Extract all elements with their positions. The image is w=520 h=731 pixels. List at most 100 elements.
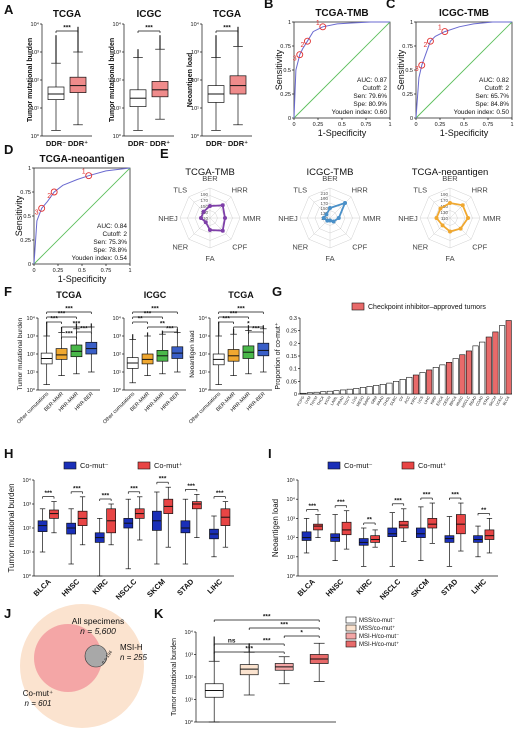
roc-cutoff-label: 3: [35, 209, 39, 216]
grouped-box-legend-swatch: [137, 461, 151, 470]
radar-point: [460, 203, 465, 208]
panel-k-legend-swatch: [345, 632, 357, 640]
radar-title: ICGC-TMB: [307, 167, 354, 178]
roc-cutoff-label: 3: [293, 56, 297, 63]
panel-a-axis-ytick-label: 10²: [31, 78, 39, 84]
roc-diagonal: [33, 167, 131, 265]
grouped-box-xtick-label: SKCM: [145, 577, 167, 599]
panel-g-bar: [499, 325, 506, 395]
grouped-box-box: [387, 527, 398, 537]
panel-f-box-outliers: [176, 328, 178, 333]
panel-g-ytick-label: 0.1: [289, 367, 297, 373]
roc-ytick-label: 0: [288, 116, 291, 122]
panel-f-axis-ytick-label: 10¹: [27, 370, 35, 376]
roc-cutoff-label: 1: [82, 169, 86, 176]
panel-f-axis-ytick-label: 10¹: [113, 370, 121, 376]
roc-cutoff-label: 3: [415, 66, 419, 73]
roc-xtick-label: 0: [32, 268, 35, 274]
panel-f-box-outliers: [90, 323, 92, 327]
roc-title: TCGA-TMB: [315, 8, 368, 19]
roc-ytick-label: 0.5: [405, 68, 413, 74]
roc-xtick-label: 0.75: [361, 122, 372, 128]
roc-annotation: AUC: 0.87: [357, 77, 387, 84]
radar-point: [201, 209, 206, 214]
panel-a-sig: ***: [145, 25, 153, 32]
panel-letter-I: I: [268, 446, 272, 461]
grouped-box-box: [66, 522, 76, 535]
panel-g-legend-label: Checkpoint inhibitor–approved tumors: [368, 304, 486, 311]
grouped-box-axis-ytick-label: 10³: [23, 502, 31, 508]
panel-k-axis-ytick-label: 10²: [185, 675, 193, 681]
roc-cutoff-point: [303, 37, 311, 45]
grouped-box-axis-ytick-label: 10³: [287, 516, 295, 522]
panel-g-legend-swatch: [351, 302, 365, 311]
panel-f-axis-ytick-label: 10³: [27, 334, 35, 340]
roc-xtick-label: 0.5: [460, 122, 468, 128]
panel-letter-J: J: [4, 606, 11, 621]
radar-point: [434, 216, 439, 220]
grouped-box-axis-ytick-label: 10⁴: [287, 496, 296, 503]
panel-g-bar: [399, 379, 406, 395]
panel-a-box-box: [151, 81, 169, 98]
panel-a-ylabel: Tumor mutational burden: [109, 38, 116, 122]
radar-point: [331, 219, 336, 224]
panel-g-xtick-label: SKCM: [488, 396, 497, 408]
grouped-box-box: [180, 520, 191, 534]
panel-f-sig: ***: [73, 321, 81, 328]
grouped-box-sig: ***: [44, 490, 52, 497]
panel-k-axis-ytick-label: 10⁰: [185, 719, 194, 726]
panel-f-title: TCGA: [56, 290, 82, 300]
radar-point: [199, 216, 203, 220]
radar-rtick-label: 130: [440, 210, 448, 215]
grouped-box-xtick-label: LIHC: [469, 577, 488, 596]
grouped-box-axis-ytick-label: 10⁵: [287, 477, 295, 484]
panel-f-ylabel: Tumor mutational burden: [17, 317, 24, 390]
panel-a-axis-ytick-label: 10⁴: [113, 21, 122, 28]
roc-annotation: Spe: 78.8%: [93, 247, 127, 254]
panel-g-bar: [386, 382, 393, 395]
roc-ytick-label: 0.75: [280, 44, 291, 50]
roc-annotation: Sen: 65.7%: [475, 93, 509, 100]
radar-rtick-label: 110: [201, 216, 209, 221]
radar-spoke: [188, 196, 211, 219]
grouped-box-xtick-label: NSCLC: [378, 577, 403, 602]
panel-f-box-outliers: [46, 321, 48, 336]
radar-rtick-label: 110: [441, 216, 449, 221]
panel-a-box-outliers: [77, 26, 79, 52]
panel-a-xtick-label: DDR⁻: [206, 139, 226, 148]
roc-cutoff-label: 2: [47, 193, 51, 200]
roc-cutoff-point: [426, 37, 434, 45]
panel-f-sig: *: [247, 321, 250, 328]
roc-annotation: Youden index: 0.60: [332, 109, 388, 116]
grouped-box-xtick-label: HNSC: [60, 577, 82, 599]
panel-g-xtick-label: NSCLC: [461, 395, 471, 408]
panel-g-bar: [379, 384, 386, 395]
roc-cutoff-point: [441, 28, 449, 36]
roc-annotation: Cutoff: 2: [103, 231, 128, 238]
grouped-box-legend-label: Co-mut⁻: [344, 461, 373, 470]
roc-xlabel: 1-Specificity: [440, 128, 489, 138]
panel-g-xtick-label: STAD: [482, 395, 491, 406]
grouped-box-sig: ***: [308, 503, 316, 510]
panel-g-bar: [505, 320, 512, 395]
panel-g-xtick-label: TGCT: [343, 395, 352, 407]
grouped-box-sig: ***: [216, 490, 224, 497]
panel-f-sig: ***: [166, 326, 174, 333]
panel-g-bar: [479, 341, 486, 395]
roc-annotation: Spe: 80.9%: [353, 101, 387, 108]
grouped-box-sig: ***: [394, 497, 402, 504]
panel-g-xtick-label: LGG: [351, 395, 358, 404]
radar-point: [203, 220, 208, 225]
panel-g-xtick-label: READ: [469, 395, 478, 406]
roc-annotation: Youden index: 0.54: [72, 255, 128, 262]
panel-g-ylabel: Proportion of co-mut⁺: [274, 322, 282, 389]
roc-annotation: Spe: 84.8%: [475, 101, 509, 108]
panel-k-axis-ytick-label: 10³: [185, 653, 193, 659]
panel-g-ytick-label: 0.2: [289, 341, 297, 347]
radar-axis-label: BER: [442, 174, 458, 183]
panel-a-axis-ytick-label: 10⁴: [31, 21, 40, 28]
panel-g-bar: [353, 388, 360, 395]
radar-title: TCGA-TMB: [185, 167, 235, 178]
roc-ytick-label: 1: [28, 166, 31, 172]
radar-axis-label: BER: [202, 174, 218, 183]
